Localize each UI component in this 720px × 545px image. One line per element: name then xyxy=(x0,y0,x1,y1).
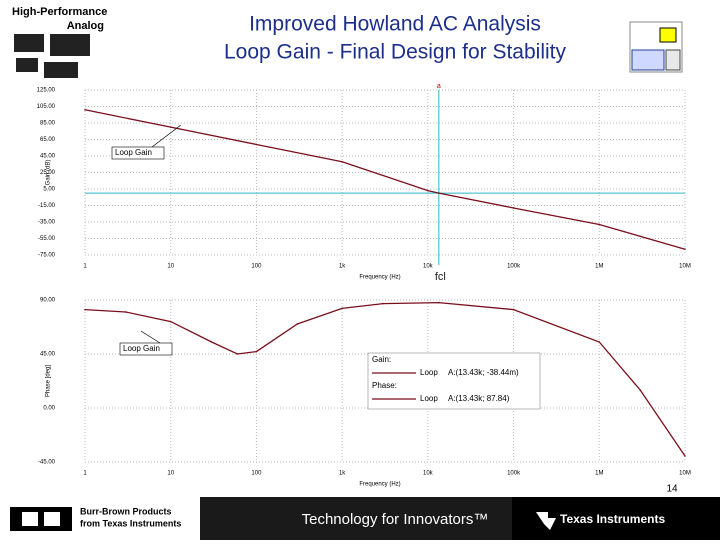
footer: Burr-Brown Products from Texas Instrumen… xyxy=(0,484,720,540)
data-point xyxy=(255,143,258,146)
footer-tagline: Technology for Innovators™ xyxy=(302,511,489,528)
data-point xyxy=(639,389,641,391)
x-tick-label: 10k xyxy=(423,264,434,270)
footer-brand: Texas Instruments xyxy=(560,512,665,526)
y-tick-label: -75.00 xyxy=(38,253,56,259)
x-tick-label: 1k xyxy=(339,471,346,477)
data-point xyxy=(598,223,601,226)
data-point xyxy=(255,350,258,353)
plots: 125.00 105.00 85.00 65.00 45.00 25.00 5.00 -15.… xyxy=(37,83,691,488)
data-point xyxy=(341,307,343,310)
data-point xyxy=(169,126,172,128)
x-tick-label: 10 xyxy=(167,471,174,477)
x-tick-label: 1k xyxy=(339,264,346,270)
data-point xyxy=(438,192,440,194)
data-point xyxy=(84,308,86,311)
y-axis-label: Gain (dB) xyxy=(46,160,52,186)
tool-icon xyxy=(629,21,683,73)
annotation: Loop Gain xyxy=(123,344,160,353)
data-point xyxy=(684,455,686,457)
data-point xyxy=(236,353,239,355)
data-point xyxy=(341,160,343,163)
x-tick-label: 10 xyxy=(167,264,174,270)
annotation-box xyxy=(119,342,173,356)
data-point xyxy=(512,308,515,311)
x-tick-label: 10k xyxy=(423,471,434,477)
legend-box xyxy=(367,352,541,410)
cursor-label: fcl xyxy=(435,271,446,283)
y-tick-label: 90.00 xyxy=(40,298,56,304)
x-tick-label: 1 xyxy=(83,471,87,477)
y-tick-label: 25.00 xyxy=(40,170,56,176)
x-tick-label: 100 xyxy=(251,264,262,270)
data-point xyxy=(438,301,440,304)
y-tick-label: 45.00 xyxy=(40,352,56,358)
cursor-tag: a xyxy=(437,83,441,90)
x-tick-label: 100 xyxy=(251,471,262,477)
annotation-arrow xyxy=(140,330,161,344)
chip-icons xyxy=(14,34,90,78)
x-axis-label: Frequency (Hz) xyxy=(359,275,400,281)
data-point xyxy=(684,248,686,251)
footer-left: from Texas Instruments xyxy=(80,518,181,528)
annotation-box xyxy=(111,146,165,160)
x-tick-label: 100k xyxy=(507,264,521,270)
legend-group: Gain: xyxy=(372,355,391,364)
badge-line: Analog xyxy=(67,20,104,32)
y-tick-label: -45.00 xyxy=(38,460,56,466)
data-point xyxy=(512,207,515,209)
y-tick-label: -55.00 xyxy=(38,236,56,242)
y-tick-label: -15.00 xyxy=(38,203,56,209)
y-tick-label: 0.00 xyxy=(43,406,55,412)
page-number: 14 xyxy=(666,484,678,495)
annotation-arrow xyxy=(151,124,181,148)
y-tick-label: 85.00 xyxy=(40,121,56,127)
y-tick-label: 45.00 xyxy=(40,154,56,160)
data-point xyxy=(296,323,299,325)
legend-readout: A:(13.43k; -38.44m) xyxy=(448,368,519,377)
legend-entry: Loop xyxy=(420,394,438,403)
y-tick-label: 65.00 xyxy=(40,137,56,143)
footer-left: Burr-Brown Products xyxy=(80,506,172,516)
data-point xyxy=(125,311,127,313)
x-tick-label: 1M xyxy=(595,264,603,270)
y-tick-label: 125.00 xyxy=(37,88,56,94)
data-point xyxy=(84,109,86,111)
annotation: Loop Gain xyxy=(115,148,152,157)
y-tick-label: 5.00 xyxy=(43,187,55,193)
y-axis-label: Phase [deg] xyxy=(46,365,52,397)
x-tick-label: 100k xyxy=(507,471,521,477)
y-tick-label: 105.00 xyxy=(37,104,56,110)
legend-readout: A:(13.43k; 87.84) xyxy=(448,394,510,403)
title: Improved Howland AC Analysis xyxy=(249,13,541,36)
data-point xyxy=(382,302,384,305)
data-point xyxy=(169,320,172,323)
subtitle: Loop Gain - Final Design for Stability xyxy=(224,41,566,64)
data-line xyxy=(84,301,686,457)
data-point xyxy=(427,189,429,192)
legend-entry: Loop xyxy=(420,368,438,377)
x-tick-label: 1M xyxy=(595,471,603,477)
x-axis-label: Frequency (Hz) xyxy=(359,482,400,488)
data-point xyxy=(210,341,213,343)
legend-group: Phase: xyxy=(372,381,397,390)
x-tick-label: 1 xyxy=(83,264,87,270)
x-tick-label: 10M xyxy=(679,471,691,477)
badge-line: High-Performance xyxy=(12,6,107,18)
y-tick-label: -35.00 xyxy=(38,220,56,226)
x-tick-label: 10M xyxy=(679,264,691,270)
data-point xyxy=(598,341,601,343)
